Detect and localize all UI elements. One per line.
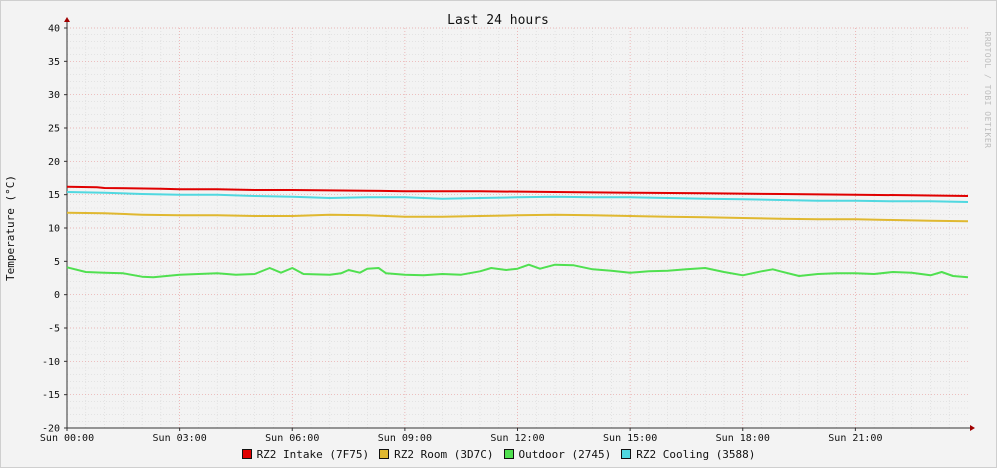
legend-label: RZ2 Cooling (3588): [636, 447, 756, 461]
x-tick-label: Sun 00:00: [40, 433, 94, 444]
y-tick-label: -20: [42, 424, 60, 435]
y-tick-label: 25: [48, 124, 60, 135]
legend-swatch: [503, 449, 514, 459]
chart-title: Last 24 hours: [447, 13, 549, 28]
legend-swatch: [621, 449, 632, 459]
y-tick-label: 0: [54, 290, 60, 301]
x-tick-label: Sun 03:00: [153, 433, 207, 444]
legend-item: RZ2 Cooling (3588): [621, 448, 755, 461]
series-lines: [66, 185, 969, 279]
y-tick-label: -15: [42, 390, 60, 401]
x-tick-label: Sun 15:00: [603, 433, 657, 444]
legend-swatch: [379, 449, 390, 459]
legend-item: Outdoor (2745): [503, 447, 612, 461]
y-tick-label: 10: [48, 224, 60, 235]
x-tick-label: Sun 18:00: [716, 433, 770, 444]
y-axis-label: Temperature (°C): [4, 175, 17, 281]
legend-item: RZ2 Room (3D7C): [379, 447, 494, 461]
grid: [66, 27, 968, 429]
series-line: [66, 211, 969, 223]
legend-label: RZ2 Room (3D7C): [394, 447, 494, 461]
series-line: [66, 263, 969, 279]
x-tick-label: Sun 06:00: [265, 433, 319, 444]
legend-label: Outdoor (2745): [518, 447, 612, 461]
x-tick-label: Sun 21:00: [828, 433, 882, 444]
y-tick-label: 40: [48, 24, 60, 35]
y-axis-arrow: [64, 17, 70, 22]
x-tick-label: Sun 09:00: [378, 433, 432, 444]
legend-swatch: [241, 449, 252, 459]
y-tick-label: -10: [42, 357, 60, 368]
legend-item: RZ2 Intake (7F75): [241, 447, 370, 461]
y-tick-label: 35: [48, 57, 60, 68]
series-line: [66, 185, 969, 197]
y-tick-label: 15: [48, 190, 60, 201]
x-tick-label: Sun 12:00: [490, 433, 544, 444]
y-tick-label: -5: [48, 324, 60, 335]
legend-label: RZ2 Intake (7F75): [256, 447, 370, 461]
legend: RZ2 Intake (7F75) RZ2 Room (3D7C) Outdoor …: [0, 446, 997, 462]
vendor-watermark: RRDTOOL / TOBI OETIKER: [983, 32, 992, 149]
y-tick-label: 20: [48, 157, 60, 168]
series-line: [66, 191, 969, 203]
y-tick-label: 5: [54, 257, 60, 268]
y-tick-label: 30: [48, 90, 60, 101]
x-axis-arrow: [970, 425, 975, 431]
